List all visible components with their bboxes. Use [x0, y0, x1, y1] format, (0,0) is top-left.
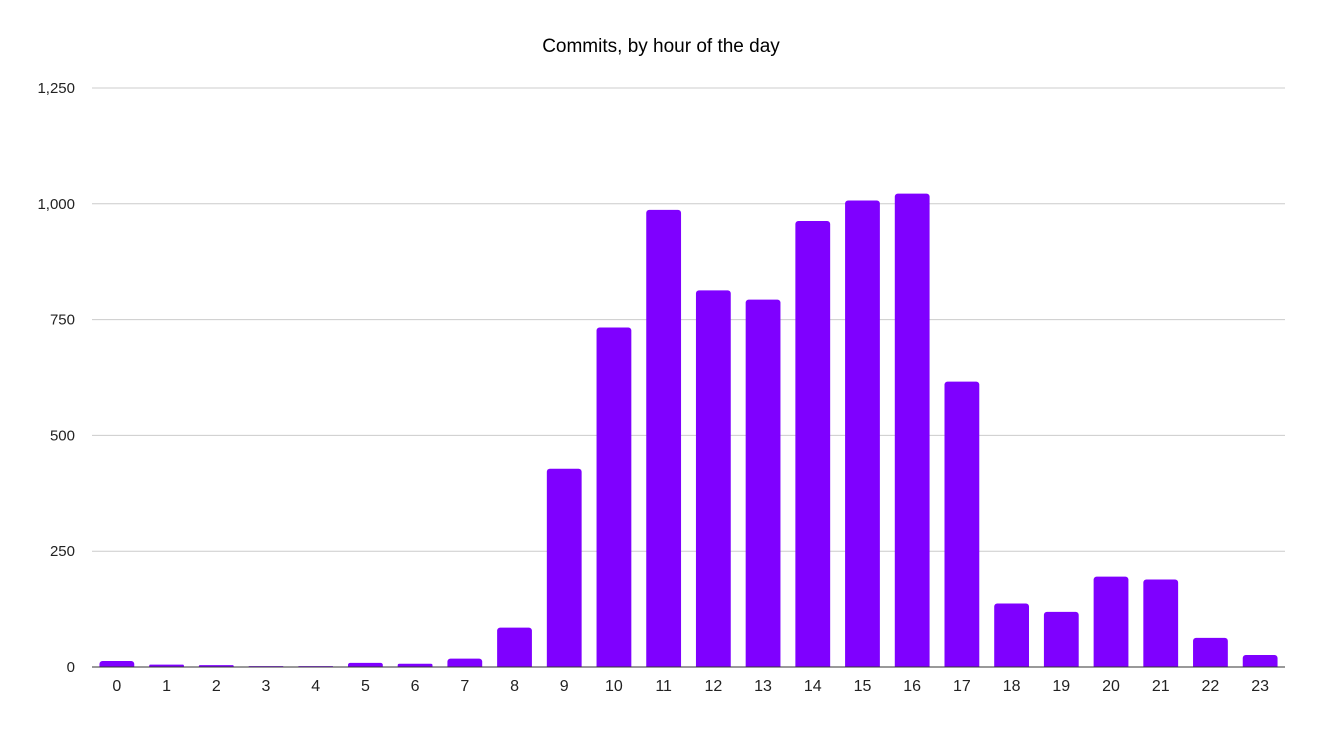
bar-hour-23 — [1242, 654, 1278, 670]
chart-title: Commits, by hour of the day — [542, 36, 780, 57]
bar-hour-19 — [1043, 611, 1079, 670]
bar-hour-9 — [546, 468, 582, 670]
x-tick-label: 19 — [1052, 678, 1070, 695]
x-tick-label: 22 — [1202, 678, 1220, 695]
x-tick-label: 5 — [361, 678, 370, 695]
bar-hour-20 — [1093, 576, 1129, 670]
y-tick-label: 1,250 — [37, 80, 75, 97]
x-axis-tick-labels: 0 1 2 3 4 5 6 7 8 9 10 11 12 13 14 15 16 17 18 19 20 21 22 23 — [112, 678, 1269, 695]
bar-hour-14 — [795, 220, 831, 670]
y-tick-label: 250 — [50, 543, 75, 560]
x-tick-label: 21 — [1152, 678, 1170, 695]
bar-hour-12 — [695, 290, 731, 670]
bar-hour-10 — [596, 327, 632, 670]
x-tick-label: 17 — [953, 678, 971, 695]
x-tick-label: 14 — [804, 678, 822, 695]
x-tick-label: 20 — [1102, 678, 1120, 695]
x-tick-label: 6 — [411, 678, 420, 695]
x-tick-label: 11 — [655, 678, 672, 695]
x-tick-label: 16 — [903, 678, 921, 695]
x-tick-label: 1 — [162, 678, 171, 695]
y-axis-tick-labels: 0 250 500 750 1,000 1,250 — [37, 80, 75, 676]
x-tick-label: 18 — [1003, 678, 1021, 695]
bar-hour-21 — [1143, 579, 1179, 670]
gridlines — [92, 87, 1285, 552]
bar-hour-11 — [646, 209, 682, 670]
y-tick-label: 1,000 — [37, 196, 75, 213]
bar-hour-13 — [745, 299, 781, 670]
bar-hour-17 — [944, 381, 980, 670]
bar-hour-22 — [1193, 637, 1228, 670]
bar-hour-15 — [845, 200, 880, 670]
bars — [92, 193, 1285, 674]
x-tick-label: 10 — [605, 678, 623, 695]
y-tick-label: 750 — [50, 312, 75, 329]
x-tick-label: 0 — [112, 678, 121, 695]
x-tick-label: 13 — [754, 678, 772, 695]
axis-mask — [92, 667, 1285, 674]
bar-hour-16 — [894, 193, 930, 670]
bar-hour-18 — [994, 603, 1030, 670]
y-tick-label: 500 — [50, 427, 75, 444]
x-tick-label: 4 — [311, 678, 320, 695]
x-tick-label: 2 — [212, 678, 221, 695]
x-tick-label: 8 — [510, 678, 519, 695]
x-tick-label: 3 — [262, 678, 271, 695]
x-tick-label: 15 — [854, 678, 872, 695]
y-tick-label: 0 — [67, 659, 75, 676]
x-tick-label: 23 — [1251, 678, 1269, 695]
x-tick-label: 12 — [704, 678, 722, 695]
bar-hour-8 — [497, 627, 532, 670]
x-tick-label: 7 — [460, 678, 469, 695]
x-tick-label: 9 — [560, 678, 569, 695]
